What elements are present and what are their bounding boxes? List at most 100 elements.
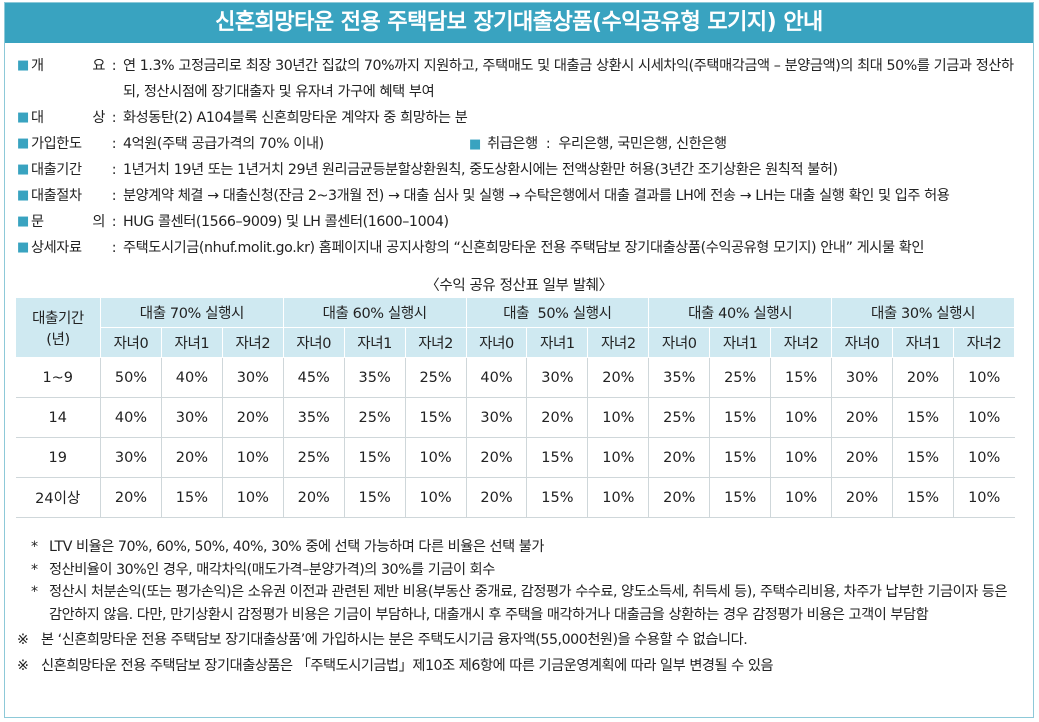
info-label: 대출절차	[31, 188, 82, 204]
period-cell: 24이상	[15, 477, 101, 518]
info-label: 대출기간	[31, 162, 82, 178]
footnote-item: ※ 본 ‘신혼희망타운 전용 주택담보 장기대출상품’에 가입하시는 분은 주택…	[17, 629, 1021, 652]
rate-cell: 20%	[891, 357, 954, 398]
notes-section: * LTV 비율은 70%, 60%, 50%, 40%, 30% 중에 선택 …	[17, 536, 1021, 677]
table-row: 14 40% 30% 20% 35% 25% 15% 30% 20% 10% 25% 15% 10% 20…	[15, 397, 1015, 438]
row-header-period: 대출기간 (년)	[15, 297, 101, 358]
square-bullet-icon: ■	[17, 214, 29, 229]
rate-cell: 15%	[891, 437, 954, 478]
info-value: 4억원(주택 공급가격의 70% 이내)	[123, 136, 324, 152]
rate-cell: 15%	[160, 477, 223, 518]
subheader-cell: 자녀2	[770, 327, 833, 358]
subheader-cell: 자녀1	[343, 327, 406, 358]
rate-cell: 45%	[282, 357, 345, 398]
info-row-procedure: ■ 대출절차 : 분양계약 체결 → 대출신청(잔금 2~3개월 전) → 대출…	[17, 183, 1025, 209]
rate-cell: 10%	[404, 477, 467, 518]
rate-cell: 30%	[465, 397, 527, 438]
info-value: 분양계약 체결 → 대출신청(잔금 2~3개월 전) → 대출 심사 및 실행 …	[123, 188, 950, 204]
rate-cell: 20%	[221, 397, 284, 438]
subheader-cell: 자녀0	[465, 327, 528, 358]
subheader-cell: 자녀2	[221, 327, 284, 358]
footnote-marker: ※	[17, 657, 29, 674]
rate-cell: 20%	[465, 477, 527, 518]
rate-cell: 10%	[404, 437, 467, 478]
square-bullet-icon: ■	[17, 240, 29, 255]
note-item: * 정산시 처분손익(또는 평가손익)은 소유권 이전과 관련된 제반 비용(부…	[31, 581, 1021, 626]
rate-cell: 20%	[100, 477, 162, 518]
table-body: 1~9 50% 40% 30% 45% 35% 25% 40% 30% 20% 35% 25% 15% 3…	[15, 357, 1015, 518]
rate-cell: 20%	[465, 437, 527, 478]
rate-cell: 30%	[221, 357, 284, 398]
rate-cell: 10%	[221, 437, 284, 478]
info-label: 상세자료	[31, 240, 82, 256]
group-header: 대출 30% 실행시	[831, 297, 1015, 328]
square-bullet-icon: ■	[17, 136, 29, 151]
rate-cell: 15%	[526, 437, 588, 478]
square-bullet-icon: ■	[17, 188, 29, 203]
subheader-cell: 자녀1	[160, 327, 223, 358]
subheader-cell: 자녀2	[952, 327, 1016, 358]
info-value: 1년거치 19년 또는 1년거치 29년 원리금균등분할상환원칙, 중도상환시에…	[123, 162, 838, 178]
rate-cell: 25%	[282, 437, 345, 478]
subheader-cell: 자녀1	[709, 327, 772, 358]
rate-cell: 15%	[891, 397, 954, 438]
subheader-cell: 자녀0	[100, 327, 162, 358]
square-bullet-icon: ■	[17, 58, 29, 73]
rate-cell: 35%	[648, 357, 710, 398]
period-cell: 14	[15, 397, 101, 438]
rate-cell: 25%	[648, 397, 710, 438]
subheader-cell: 자녀1	[891, 327, 954, 358]
table-caption: 〈수익 공유 정산표 일부 발췌〉	[425, 278, 613, 294]
group-header: 대출 70% 실행시	[100, 297, 284, 328]
rate-cell: 10%	[952, 437, 1015, 478]
rate-cell: 10%	[770, 437, 832, 478]
info-value: 화성동탄(2) A104블록 신혼희망타운 계약자 중 희망하는 분	[123, 110, 468, 126]
rate-cell: 25%	[343, 397, 406, 438]
rate-cell: 10%	[587, 437, 649, 478]
info-row-limit: ■ 가입한도 : 4억원(주택 공급가격의 70% 이내) ■ 취급은행 : 우…	[17, 131, 1025, 157]
info-value: HUG 콜센터(1566–9009) 및 LH 콜센터(1600–1004)	[123, 214, 449, 230]
subheader-cell: 자녀0	[282, 327, 345, 358]
period-cell: 19	[15, 437, 101, 478]
rate-cell: 20%	[831, 397, 893, 438]
profit-share-table: 대출기간 (년) 대출 70% 실행시 대출 60% 실행시 대출 50% 실행시…	[15, 297, 1016, 518]
rate-cell: 20%	[526, 397, 588, 438]
rate-cell: 15%	[526, 477, 588, 518]
rate-cell: 30%	[831, 357, 893, 398]
rate-cell: 10%	[221, 477, 284, 518]
group-header: 대출 60% 실행시	[282, 297, 467, 328]
rate-cell: 20%	[587, 357, 649, 398]
info-row-period: ■ 대출기간 : 1년거치 19년 또는 1년거치 29년 원리금균등분할상환원…	[17, 157, 1025, 183]
rate-cell: 10%	[952, 357, 1015, 398]
rate-cell: 10%	[952, 397, 1015, 438]
footnote-marker: ※	[17, 632, 29, 648]
table-row: 24이상 20% 15% 10% 20% 15% 10% 20% 15% 10% 20% 15% 10%…	[15, 477, 1015, 518]
rate-cell: 20%	[831, 437, 893, 478]
info-row-banks: ■ 취급은행 : 우리은행, 국민은행, 신한은행	[469, 131, 727, 158]
table-group-header-row: 대출기간 (년) 대출 70% 실행시 대출 60% 실행시 대출 50% 실행시…	[15, 297, 1015, 358]
rate-cell: 15%	[891, 477, 954, 518]
group-header: 대출 40% 실행시	[648, 297, 833, 328]
note-marker: *	[31, 584, 38, 600]
rate-cell: 20%	[648, 437, 710, 478]
info-row-details: ■ 상세자료 : 주택도시기금(nhuf.molit.go.kr) 홈페이지내 …	[17, 235, 1025, 261]
table-row: 19 30% 20% 10% 25% 15% 10% 20% 15% 10% 20% 15% 10% 20…	[15, 437, 1015, 478]
table-subheader-row: 자녀0 자녀1 자녀2 자녀0 자녀1 자녀2 자녀0 자녀1 자녀2 자녀0 자녀1 자녀2 자녀0 자…	[16, 327, 1016, 358]
rate-cell: 35%	[282, 397, 345, 438]
info-value: 우리은행, 국민은행, 신한은행	[558, 136, 727, 152]
rate-cell: 10%	[770, 397, 832, 438]
rate-cell: 30%	[526, 357, 588, 398]
rate-cell: 35%	[343, 357, 406, 398]
page-title: 신혼희망타운 전용 주택담보 장기대출상품(수익공유형 모기지) 안내	[5, 3, 1033, 43]
note-marker: *	[31, 539, 38, 555]
rate-cell: 25%	[709, 357, 771, 398]
rate-cell: 40%	[100, 397, 162, 438]
square-bullet-icon: ■	[469, 137, 481, 152]
info-value: 연 1.3% 고정금리로 최장 30년간 집값의 70%까지 지원하고, 주택매…	[123, 58, 1014, 100]
rate-cell: 10%	[770, 477, 832, 518]
